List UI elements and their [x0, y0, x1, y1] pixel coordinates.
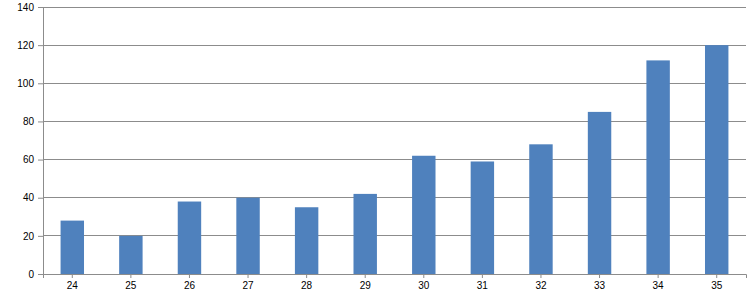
x-axis: 24 25 26 27 28 29 30 31 32 33 34 35	[44, 274, 747, 291]
x-tick-mark	[130, 274, 131, 278]
x-tick-label: 34	[653, 280, 665, 291]
y-tick-label: 0	[28, 269, 34, 280]
y-tick-label: 140	[17, 2, 34, 13]
x-tick-label: 28	[301, 280, 313, 291]
grid-line	[43, 45, 746, 46]
grid-line	[43, 159, 746, 160]
x-tick: 24	[67, 274, 79, 291]
x-tick-label: 33	[594, 280, 606, 291]
y-tick: 20	[23, 231, 43, 242]
bar	[295, 207, 318, 274]
grid-line	[43, 83, 746, 84]
y-tick-label: 20	[23, 231, 35, 242]
x-tick-mark	[365, 274, 366, 278]
y-tick-mark	[38, 83, 43, 84]
x-tick-mark	[716, 274, 717, 278]
bar	[529, 144, 552, 274]
y-tick-label: 80	[23, 116, 35, 127]
grid-line	[43, 121, 746, 122]
y-tick-label: 120	[17, 40, 34, 51]
x-tick-label: 31	[477, 280, 489, 291]
grid-line	[43, 235, 746, 236]
y-tick: 100	[17, 78, 43, 89]
x-tick: 28	[301, 274, 313, 291]
bar	[471, 161, 494, 274]
x-tick: 25	[125, 274, 137, 291]
x-tick-label: 24	[67, 280, 79, 291]
grid-line	[43, 197, 746, 198]
x-tick-label: 30	[418, 280, 430, 291]
x-tick-label: 32	[535, 280, 547, 291]
y-tick-label: 100	[17, 78, 34, 89]
x-tick-label: 26	[184, 280, 196, 291]
x-tick-label: 35	[711, 280, 723, 291]
x-tick: 35	[711, 274, 723, 291]
y-tick: 120	[17, 40, 43, 51]
x-tick-mark	[189, 274, 190, 278]
x-tick: 32	[535, 274, 547, 291]
x-tick-mark	[599, 274, 600, 278]
bar	[646, 60, 669, 274]
chart: 0 20 40 60 80 100 120 140 24 25 26 27 28 29 30 31 32 33 34…	[0, 0, 750, 294]
x-tick-mark	[658, 274, 659, 278]
x-tick-label: 29	[360, 280, 372, 291]
bar	[588, 112, 611, 274]
grid-line	[43, 7, 746, 8]
x-tick: 30	[418, 274, 430, 291]
x-tick-mark	[423, 274, 424, 278]
x-tick: 34	[653, 274, 665, 291]
y-tick: 0	[28, 269, 43, 280]
grid	[43, 7, 746, 274]
x-tick: 29	[360, 274, 372, 291]
x-axis-line	[44, 275, 747, 279]
x-tick: 31	[477, 274, 489, 291]
y-tick: 40	[23, 192, 43, 203]
y-tick-mark	[38, 160, 43, 161]
x-tick-mark	[306, 274, 307, 278]
y-axis: 0 20 40 60 80 100 120 140	[17, 2, 43, 280]
y-tick-mark	[38, 274, 43, 275]
y-tick-mark	[38, 121, 43, 122]
x-tick-mark	[482, 274, 483, 278]
plot: 0 20 40 60 80 100 120 140 24 25 26 27 28 29 30 31 32 33 34…	[17, 2, 746, 291]
bar	[705, 45, 728, 274]
x-tick-label: 27	[242, 280, 254, 291]
bar	[178, 202, 201, 274]
y-tick-mark	[38, 198, 43, 199]
x-tick-label: 25	[125, 280, 137, 291]
y-axis-line	[38, 8, 44, 275]
x-tick-mark	[248, 274, 249, 278]
bar	[412, 156, 435, 274]
x-tick: 27	[242, 274, 254, 291]
y-tick: 60	[23, 154, 43, 165]
bar	[236, 198, 259, 274]
y-tick-mark	[38, 236, 43, 237]
bar	[61, 221, 84, 274]
bar	[119, 236, 142, 274]
y-tick-mark	[38, 45, 43, 46]
y-tick-label: 40	[23, 192, 35, 203]
x-tick-mark	[72, 274, 73, 278]
y-tick: 140	[17, 2, 43, 13]
y-tick: 80	[23, 116, 43, 127]
bars	[61, 45, 729, 274]
bar	[353, 194, 376, 274]
x-tick: 33	[594, 274, 606, 291]
y-tick-label: 60	[23, 154, 35, 165]
x-tick: 26	[184, 274, 196, 291]
x-tick-mark	[540, 274, 541, 278]
y-tick-mark	[38, 7, 43, 8]
